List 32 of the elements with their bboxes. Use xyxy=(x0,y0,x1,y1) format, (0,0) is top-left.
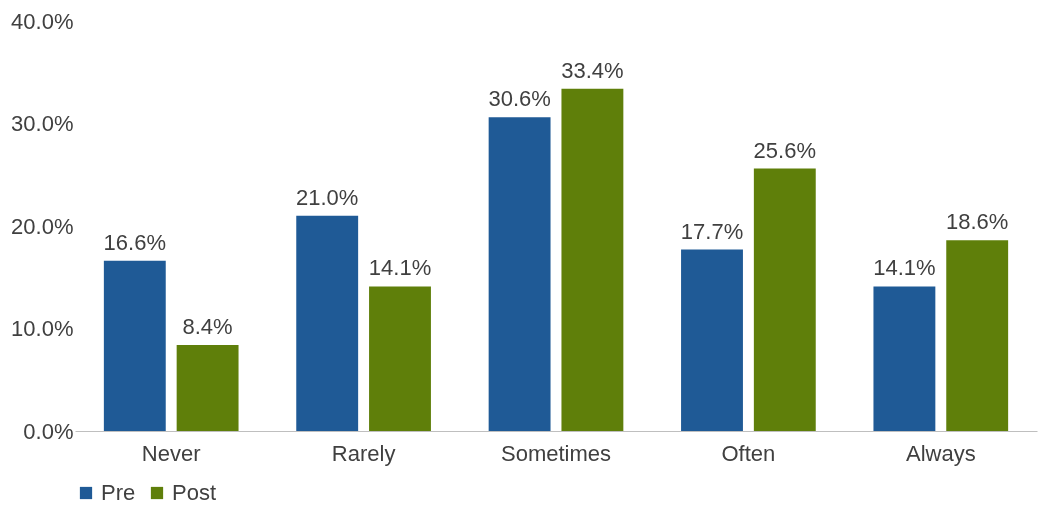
bar xyxy=(561,88,624,431)
x-tick-label: Sometimes xyxy=(500,440,612,466)
x-tick-label: Always xyxy=(905,440,976,466)
y-tick-label: 40.0% xyxy=(11,8,74,34)
x-tick-label: Often xyxy=(721,440,776,466)
y-tick-label: 20.0% xyxy=(11,213,74,239)
bar xyxy=(488,117,551,431)
data-label: 16.6% xyxy=(103,229,166,255)
bar xyxy=(753,168,816,431)
bar xyxy=(176,344,239,431)
bar xyxy=(681,249,743,431)
x-tick-label: Rarely xyxy=(331,440,396,466)
bar xyxy=(296,215,359,431)
bar xyxy=(946,240,1009,431)
legend-label: Post xyxy=(172,480,217,505)
x-tick-label: Never xyxy=(141,440,201,466)
bar xyxy=(103,260,166,431)
data-label: 25.6% xyxy=(753,137,816,163)
y-tick-label: 10.0% xyxy=(11,316,74,341)
bar xyxy=(369,286,431,431)
data-label: 8.4% xyxy=(182,313,233,339)
data-label: 14.1% xyxy=(368,255,432,281)
data-label: 14.1% xyxy=(873,255,936,281)
data-label: 30.6% xyxy=(488,86,551,112)
y-tick-label: 30.0% xyxy=(11,111,74,136)
data-label: 17.7% xyxy=(680,218,744,244)
y-tick-label: 0.0% xyxy=(23,418,74,444)
data-label: 33.4% xyxy=(561,57,624,83)
legend-label: Pre xyxy=(101,480,136,505)
data-label: 18.6% xyxy=(946,209,1009,235)
bar xyxy=(873,286,936,431)
data-label: 21.0% xyxy=(296,184,359,210)
